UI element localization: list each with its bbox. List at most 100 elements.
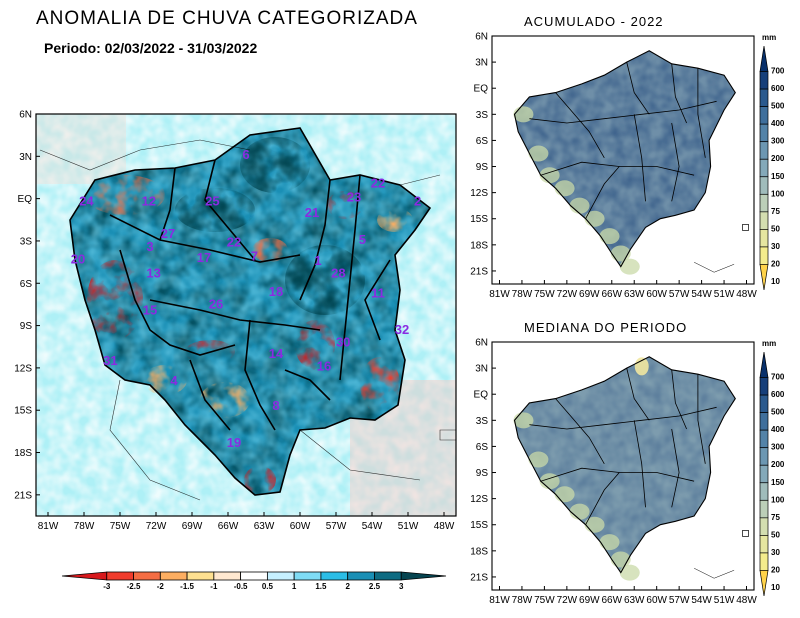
colorbar-segment	[186, 571, 215, 581]
mm-segment	[759, 246, 769, 265]
acum_map-lat-tick-label: 3S	[476, 110, 489, 121]
basin-texture	[514, 356, 736, 573]
median_map-lat-tick-label: 21S	[470, 572, 488, 583]
basin-boundary	[626, 368, 650, 421]
basin-dry-edge	[528, 451, 549, 468]
acum_map-lat-tick-label: 6N	[475, 32, 488, 43]
colorbar-label: 1.5	[315, 582, 327, 591]
main_map-lat-tick-label: 6S	[20, 279, 33, 290]
mm-label: 400	[771, 425, 785, 434]
mm-segment	[759, 429, 769, 449]
colorbar-arrow-right	[400, 571, 447, 581]
median_map-lat-tick-label: EQ	[474, 390, 489, 401]
acum_map-lon-tick-label: 51W	[714, 289, 735, 300]
region-label: 27	[161, 226, 175, 241]
acum_map-lon-tick-label: 48W	[736, 289, 757, 300]
region-label: 7	[251, 249, 258, 264]
main_map-lon-tick-label: 48W	[434, 521, 455, 532]
region-label: 20	[71, 252, 85, 267]
mm-segment	[759, 482, 769, 501]
median_map-lat-tick-label: 9S	[476, 468, 489, 479]
mediana-map: 6N 3N EQ 3S 6S 9S 12S 15S 18S 21S 81W 78W 75W 72W 69W…	[470, 338, 757, 607]
region-label: 18	[269, 284, 283, 299]
colorbar-segment	[266, 571, 295, 581]
colorbar-arrow-left	[61, 571, 108, 581]
basin-boundary	[671, 369, 687, 430]
median_map-lon-tick-label: 66W	[601, 595, 622, 606]
basin-boundary	[671, 428, 680, 508]
mm-label: 75	[771, 513, 780, 522]
basin-outline	[513, 50, 736, 268]
colorbar-segment	[374, 571, 402, 581]
main-anomaly-map: 6 22 24 12 25 23 2 21 27 3 22 5 20 17 7 1 13 28 18 11 15 26 32…	[14, 110, 457, 532]
median_map-lat-tick-label: 6N	[475, 338, 488, 349]
main_map-lon-tick-label: 51W	[398, 521, 419, 532]
colorbar-segment	[159, 571, 188, 581]
region-label: 15	[143, 302, 157, 317]
region-label: 4	[170, 373, 178, 388]
mm-segment	[759, 158, 769, 178]
mm-segment	[759, 88, 769, 107]
region-label: 5	[359, 232, 366, 247]
mm-segment	[759, 106, 769, 125]
median_map-lon-tick-label: 57W	[669, 595, 690, 606]
mm-label: 700	[771, 373, 785, 382]
colorbar-segment	[133, 571, 161, 581]
median_map-lon-tick-label: 72W	[557, 595, 578, 606]
main_map-lon-tick-label: 54W	[362, 521, 383, 532]
basin-dry-edge	[554, 486, 575, 503]
mm-label: 30	[771, 242, 780, 251]
colorbar-segment	[240, 571, 268, 581]
colorbar-label: -2.5	[127, 582, 141, 591]
colorbar-segment	[293, 571, 322, 581]
region-label: 21	[305, 205, 319, 220]
basin-boundary	[529, 406, 717, 430]
basin-dry-edge	[619, 564, 640, 581]
mm-label: 50	[771, 530, 780, 539]
region-label: 24	[79, 194, 94, 209]
basin-boundary	[585, 472, 620, 525]
mm-arrow-bottom	[759, 264, 769, 291]
colorbar-label: 2	[345, 582, 350, 591]
median_map-lon-tick-label: 75W	[534, 595, 555, 606]
region-label: 23	[347, 189, 361, 204]
acum_map-lat-tick-label: 9S	[476, 162, 489, 173]
region-label: 8	[272, 398, 279, 413]
region-label: 28	[331, 266, 345, 281]
acum_map-lat-tick-label: 18S	[470, 240, 488, 251]
mm-segment	[759, 394, 769, 413]
mm-label: 500	[771, 102, 785, 111]
region-label: 22	[371, 175, 385, 190]
basin-dry-edge	[569, 197, 590, 214]
acum_map-lat-tick-label: 21S	[470, 266, 488, 277]
median_map-lon-tick-label: 78W	[512, 595, 533, 606]
main_map-lat-tick-label: 6N	[19, 110, 32, 121]
colorbar-label: 0.5	[262, 582, 274, 591]
country-border	[694, 262, 735, 273]
median_map-lon-tick-label: 63W	[624, 595, 645, 606]
colorbar-label: -1.5	[180, 582, 194, 591]
main_map-lon-tick-label: 69W	[182, 521, 203, 532]
mm-segment	[759, 211, 769, 230]
mm-label: 150	[771, 478, 785, 487]
region-label: 16	[317, 359, 331, 374]
median_map-lon-tick-label: 54W	[691, 595, 712, 606]
acum_map-lon-tick-label: 78W	[512, 289, 533, 300]
main_map-lat-tick-label: EQ	[18, 194, 33, 205]
median_map-lon-tick-label: 69W	[579, 595, 600, 606]
mm-arrow-top	[759, 351, 769, 378]
main_map-lon-tick-label: 60W	[290, 521, 311, 532]
mm-segment	[759, 535, 769, 554]
region-label: 30	[336, 335, 350, 350]
colorbar-label: -3	[103, 582, 111, 591]
basin-dry-edge	[599, 534, 620, 551]
mm-label: 30	[771, 548, 780, 557]
acum_map-lon-tick-label: 75W	[534, 289, 555, 300]
basin-dry-edge	[513, 106, 534, 123]
median_map-lat-tick-label: 3S	[476, 416, 489, 427]
basin-outline	[513, 356, 736, 574]
main_map-lon-tick-label: 63W	[254, 521, 275, 532]
mm-label: 200	[771, 154, 785, 163]
region-label: 31	[103, 353, 117, 368]
acumulado-map: 6N 3N EQ 3S 6S 9S 12S 15S 18S 21S 81W 78W 75W 72W 69W…	[470, 32, 757, 301]
